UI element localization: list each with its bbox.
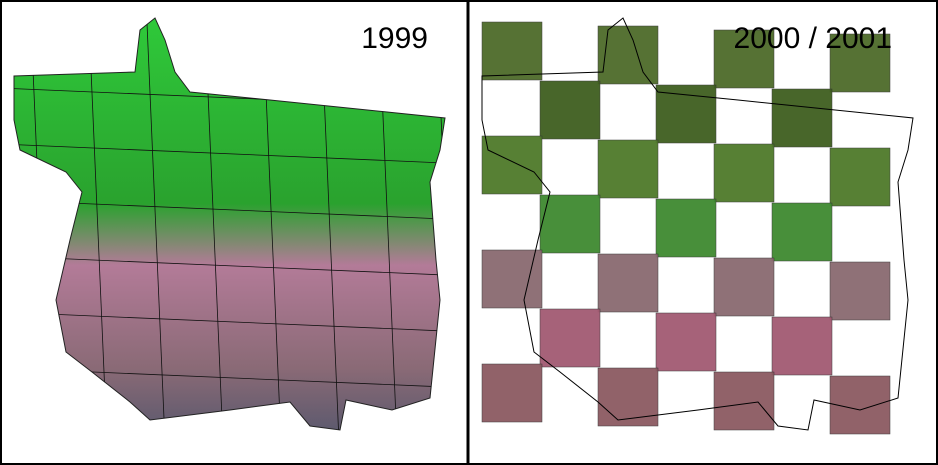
- image-tile: [481, 21, 543, 81]
- image-tile: [771, 202, 833, 262]
- image-tile: [713, 143, 775, 203]
- satellite-mosaic: [13, 17, 446, 431]
- image-tile: [597, 139, 659, 199]
- image-tile: [713, 371, 775, 431]
- image-tile: [539, 194, 601, 254]
- scene-tiles: [481, 21, 891, 435]
- image-tile: [655, 84, 717, 144]
- panel-label: 1999: [361, 22, 428, 55]
- image-tile: [655, 198, 717, 258]
- image-tile: [713, 257, 775, 317]
- image-tile: [713, 29, 775, 89]
- image-tile: [539, 308, 601, 368]
- grid-line: [14, 255, 445, 277]
- panel-2000-2001: 2000 / 2001: [481, 17, 914, 435]
- image-tile: [771, 316, 833, 376]
- grid-line: [14, 311, 445, 333]
- image-tile: [829, 375, 891, 435]
- state-outline: [481, 17, 914, 431]
- image-tile: [829, 33, 891, 93]
- image-tile: [655, 312, 717, 372]
- image-tile: [597, 367, 659, 427]
- image-tile: [771, 88, 833, 148]
- image-tile: [539, 80, 601, 140]
- image-tile: [829, 147, 891, 207]
- image-tile: [829, 261, 891, 321]
- grid-line: [145, 18, 167, 430]
- image-tile: [481, 249, 543, 309]
- panel-label: 2000 / 2001: [734, 22, 892, 55]
- grid-line: [14, 143, 445, 165]
- image-tile: [481, 135, 543, 195]
- image-tile: [597, 25, 659, 85]
- image-tile: [597, 253, 659, 313]
- image-tile: [481, 363, 543, 423]
